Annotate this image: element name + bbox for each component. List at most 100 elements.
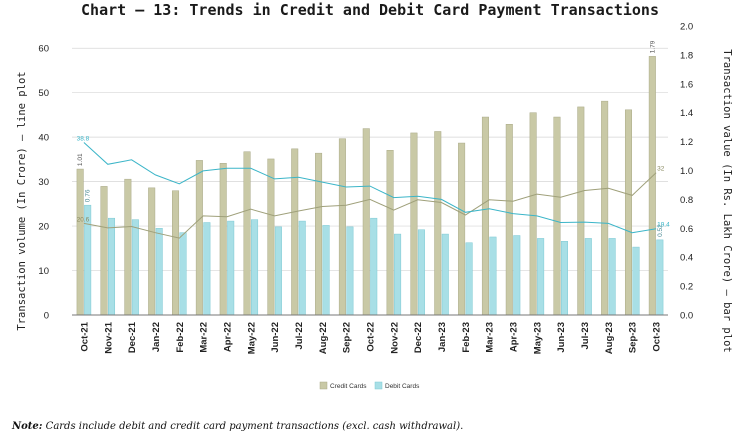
footnote-prefix: Note: bbox=[12, 421, 43, 432]
debit-card-bar bbox=[394, 233, 402, 316]
credit-card-bar bbox=[481, 116, 489, 316]
credit-card-bar bbox=[315, 152, 323, 316]
y-tick-right: 2.0 bbox=[680, 22, 693, 33]
credit-card-bar bbox=[386, 150, 394, 316]
debit-card-bar bbox=[465, 242, 473, 316]
axes: 0 10 20 30 40 50 60 0.0 0.2 0.4 0.6 0.8 1.0 1.2 1.4 1.6… bbox=[38, 22, 693, 355]
debit-card-bar bbox=[608, 238, 616, 316]
debit-card-bar bbox=[227, 220, 235, 316]
credit-card-bar bbox=[124, 178, 132, 316]
debit-card-bar bbox=[251, 219, 259, 316]
y-tick-left: 10 bbox=[38, 266, 49, 277]
y-tick-right: 0.0 bbox=[680, 311, 693, 322]
line-data-label: 20.6 bbox=[77, 216, 90, 223]
credit-card-bar bbox=[553, 116, 561, 316]
x-tick-label: May-22 bbox=[246, 322, 257, 354]
debit-card-bar bbox=[179, 232, 187, 316]
credit-card-bar bbox=[505, 124, 513, 316]
debit-card-bar bbox=[417, 229, 425, 316]
credit-card-bar bbox=[172, 190, 180, 316]
legend-label-debit: Debit Cards bbox=[385, 383, 420, 390]
debit-card-bar bbox=[560, 241, 568, 316]
line-data-label: 32 bbox=[657, 166, 665, 173]
credit-card-bar bbox=[219, 163, 227, 316]
x-tick-label: Oct-21 bbox=[79, 321, 90, 351]
bar-data-label: 1.01 bbox=[77, 153, 84, 166]
x-tick-label: Dec-22 bbox=[413, 322, 424, 353]
y-tick-right: 0.4 bbox=[680, 253, 693, 264]
x-tick-label: Aug-23 bbox=[604, 322, 615, 354]
debit-card-bar bbox=[513, 235, 521, 316]
legend: Credit Cards Debit Cards bbox=[319, 381, 420, 390]
debit-card-bar bbox=[632, 246, 640, 316]
x-tick-label: Feb-22 bbox=[175, 322, 186, 353]
debit-card-bar bbox=[131, 219, 139, 316]
debit-card-bar bbox=[322, 225, 330, 316]
x-tick-label: Jul-22 bbox=[294, 322, 305, 349]
credit-card-bar bbox=[577, 106, 585, 316]
legend-swatch-debit bbox=[374, 381, 383, 390]
debit-card-bar bbox=[441, 233, 449, 316]
debit-card-bar bbox=[298, 220, 306, 316]
footnote: Note: Cards include debit and credit car… bbox=[12, 421, 463, 432]
y-tick-right: 1.4 bbox=[680, 108, 693, 119]
x-tick-label: Jun-22 bbox=[270, 322, 281, 353]
y-tick-right: 1.6 bbox=[680, 79, 693, 90]
credit-card-bar bbox=[601, 100, 609, 316]
credit-card-bar bbox=[338, 138, 346, 316]
y-tick-right: 0.8 bbox=[680, 195, 693, 206]
credit-card-bar bbox=[624, 109, 632, 316]
y-tick-right: 0.6 bbox=[680, 224, 693, 235]
line-data-label: 38.8 bbox=[77, 135, 90, 142]
chart-title: Chart – 13: Trends in Credit and Debit C… bbox=[81, 1, 659, 19]
debit-card-bar bbox=[656, 239, 664, 316]
debit-card-bar bbox=[203, 222, 211, 316]
credit-card-bar bbox=[291, 148, 299, 316]
legend-swatch-credit bbox=[319, 381, 328, 390]
credit-card-bar bbox=[529, 112, 537, 316]
lines bbox=[83, 142, 657, 239]
bar-data-label: 0.52 bbox=[657, 224, 664, 237]
x-tick-label: Feb-23 bbox=[461, 322, 472, 353]
bar-data-label: 0.76 bbox=[85, 189, 92, 202]
x-tick-label: Apr-23 bbox=[509, 322, 520, 352]
y-tick-right: 1.8 bbox=[680, 50, 693, 61]
data-labels: 1.01 0.76 1.79 0.52 38.8 20.6 32 19.4 bbox=[77, 40, 671, 237]
x-tick-label: Jan-22 bbox=[151, 322, 162, 352]
debit-card-bar bbox=[489, 236, 497, 316]
y-tick-right: 1.2 bbox=[680, 137, 693, 148]
y-tick-right: 0.2 bbox=[680, 282, 693, 293]
x-tick-label: Mar-23 bbox=[485, 322, 496, 353]
legend-label-credit: Credit Cards bbox=[330, 383, 367, 390]
credit-card-bar bbox=[76, 168, 84, 316]
x-tick-label: Mar-22 bbox=[199, 322, 210, 353]
y-tick-left: 30 bbox=[38, 177, 49, 188]
y-tick-left: 0 bbox=[44, 311, 49, 322]
debit-card-bar bbox=[537, 238, 545, 316]
x-tick-label: Nov-22 bbox=[389, 322, 400, 354]
credit-card-bar bbox=[362, 128, 370, 316]
credit-card-bar bbox=[267, 158, 275, 316]
debit-card-bar bbox=[108, 217, 116, 316]
x-tick-label: Aug-22 bbox=[318, 322, 329, 354]
debit-card-bar bbox=[584, 238, 592, 316]
x-tick-label: Dec-21 bbox=[127, 321, 138, 353]
x-tick-label: Jan-23 bbox=[437, 322, 448, 352]
credit-card-bar bbox=[148, 187, 156, 316]
bars bbox=[76, 56, 664, 316]
x-tick-label: Apr-22 bbox=[222, 322, 233, 352]
credit-card-bar bbox=[410, 132, 418, 316]
x-tick-label: Oct-22 bbox=[366, 322, 377, 352]
credit-card-bar bbox=[458, 142, 466, 316]
y-tick-right: 1.0 bbox=[680, 166, 693, 177]
x-tick-label: Jul-23 bbox=[580, 322, 591, 349]
line-data-label: 19.4 bbox=[657, 222, 670, 229]
debit-volume-line bbox=[83, 142, 657, 234]
y-tick-left: 20 bbox=[38, 222, 49, 233]
credit-card-bar bbox=[195, 160, 203, 316]
y-axis-left-label: Transaction volume (In Crore) – line plo… bbox=[16, 71, 28, 330]
debit-card-bar bbox=[274, 226, 282, 316]
y-axis-right-label: Transaction value (In Rs. Lakh Crore) – … bbox=[721, 49, 733, 352]
debit-card-bar bbox=[346, 226, 354, 316]
